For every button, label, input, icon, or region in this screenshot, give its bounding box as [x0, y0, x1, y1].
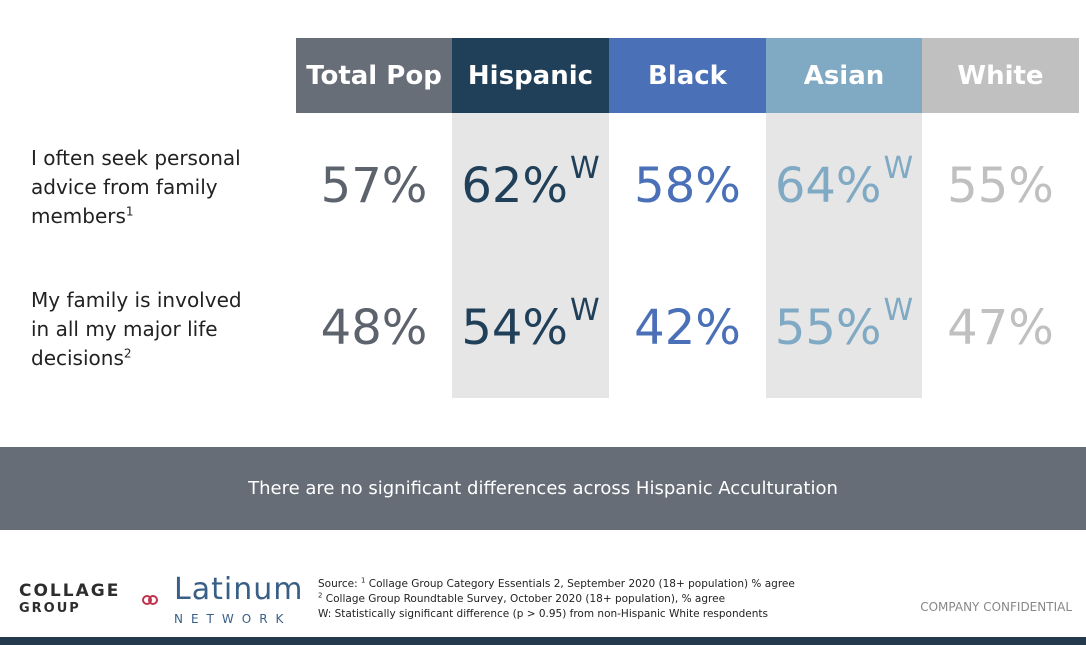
- cell-value: 54%: [461, 300, 568, 356]
- source-text: Collage Group Roundtable Survey, October…: [322, 593, 726, 605]
- collage-group-logo: COLLAGE GROUP: [19, 581, 120, 617]
- cell-value: 48%: [320, 300, 428, 356]
- cell-decisions-hispanic: 54% W: [452, 293, 609, 363]
- cell-value: 42%: [634, 300, 741, 356]
- company-confidential-label: COMPANY CONFIDENTIAL: [920, 600, 1072, 614]
- source-prefix: Source:: [318, 578, 361, 590]
- cell-advice-asian: 64% W: [766, 151, 922, 221]
- row-footnote: 1: [125, 204, 134, 219]
- sig-marker: W: [883, 150, 914, 186]
- cell-value: 58%: [634, 158, 741, 214]
- cell-advice-hispanic: 62% W: [452, 151, 609, 221]
- sig-marker: W: [883, 292, 914, 328]
- header-black: Black: [609, 38, 766, 113]
- linked-rings-icon: [142, 595, 158, 605]
- logo-line-2: NETWORK: [174, 612, 292, 626]
- source-sup: 2: [318, 591, 323, 600]
- cell-decisions-white: 47%: [922, 293, 1079, 363]
- header-asian: Asian: [766, 38, 922, 113]
- hispanic-column-shade: [452, 113, 609, 398]
- header-white: White: [922, 38, 1079, 113]
- row-label-text: I often seek personal advice from family…: [31, 146, 241, 228]
- cell-advice-total-pop: 57%: [296, 151, 452, 221]
- banner-text: There are no significant differences acr…: [248, 478, 838, 499]
- header-hispanic: Hispanic: [452, 38, 609, 113]
- source-line-3: W: Statistically significant difference …: [318, 608, 768, 620]
- cell-value: 57%: [320, 158, 428, 214]
- header-total-pop: Total Pop: [296, 38, 452, 113]
- cell-value: 64%: [774, 158, 882, 214]
- cell-advice-white: 55%: [922, 151, 1079, 221]
- latinum-network-logo: Latinum NETWORK: [174, 572, 304, 627]
- logo-line-1: COLLAGE: [19, 581, 121, 601]
- sig-marker: W: [570, 292, 600, 328]
- cell-value: 47%: [947, 300, 1054, 356]
- acculturation-banner: There are no significant differences acr…: [0, 447, 1086, 530]
- cell-decisions-total-pop: 48%: [296, 293, 452, 363]
- logo-line-1: Latinum: [174, 572, 304, 607]
- row-label-advice: I often seek personal advice from family…: [31, 144, 261, 231]
- logo-line-2: GROUP: [19, 601, 81, 616]
- source-text: Collage Group Category Essentials 2, Sep…: [365, 578, 795, 590]
- cell-value: 55%: [774, 300, 882, 356]
- source-line-1: Source: 1 Collage Group Category Essenti…: [318, 577, 795, 592]
- cell-decisions-asian: 55% W: [766, 293, 922, 363]
- cell-decisions-black: 42%: [609, 293, 766, 363]
- row-footnote: 2: [123, 346, 132, 361]
- cell-value: 62%: [461, 158, 568, 214]
- sig-marker: W: [570, 150, 600, 186]
- source-line-2: 2 Collage Group Roundtable Survey, Octob…: [318, 592, 795, 607]
- cell-advice-black: 58%: [609, 151, 766, 221]
- source-sup: 1: [360, 576, 366, 585]
- row-label-text: My family is involved in all my major li…: [31, 288, 242, 370]
- cell-value: 55%: [947, 158, 1054, 214]
- bottom-bar: [0, 637, 1086, 645]
- row-label-decisions: My family is involved in all my major li…: [31, 286, 261, 373]
- asian-column-shade: [766, 113, 922, 398]
- source-notes: Source: 1 Collage Group Category Essenti…: [318, 577, 795, 622]
